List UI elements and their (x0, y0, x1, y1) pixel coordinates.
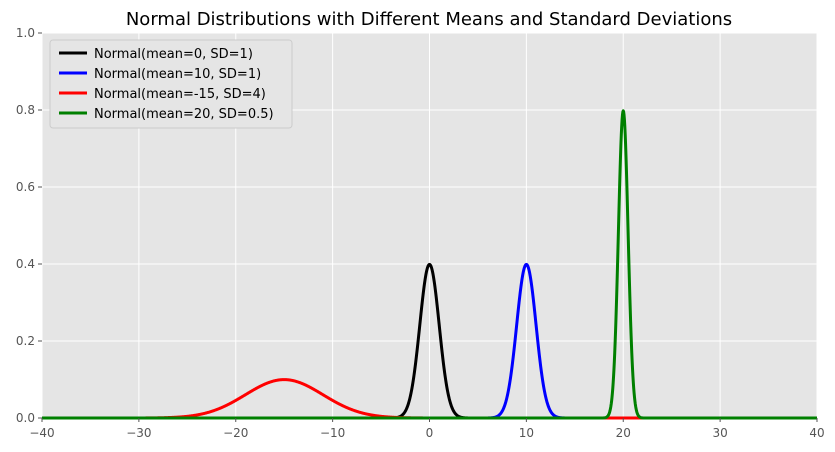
x-tick-label: 30 (712, 426, 727, 440)
legend-entry: Normal(mean=10, SD=1) (94, 67, 261, 82)
y-tick-label: 0.8 (16, 103, 35, 117)
x-tick-label: −20 (223, 426, 248, 440)
x-tick-label: −30 (126, 426, 151, 440)
x-axis: −40 −30 −20 −10 0 10 20 30 40 (29, 418, 825, 440)
x-tick-label: 40 (809, 426, 824, 440)
y-tick-label: 0.0 (16, 411, 35, 425)
y-axis: 0.0 0.2 0.4 0.6 0.8 1.0 (16, 26, 42, 425)
x-tick-label: −40 (29, 426, 54, 440)
x-tick-label: 20 (616, 426, 631, 440)
y-tick-label: 0.4 (16, 257, 35, 271)
legend-entry: Normal(mean=-15, SD=4) (94, 87, 266, 102)
y-tick-label: 1.0 (16, 26, 35, 40)
x-tick-label: −10 (320, 426, 345, 440)
legend-entry: Normal(mean=20, SD=0.5) (94, 107, 274, 122)
legend: Normal(mean=0, SD=1) Normal(mean=10, SD=1… (49, 39, 293, 129)
y-tick-label: 0.6 (16, 180, 35, 194)
chart-title: Normal Distributions with Different Mean… (126, 9, 732, 30)
legend-entry: Normal(mean=0, SD=1) (94, 47, 253, 62)
x-tick-label: 10 (519, 426, 534, 440)
y-tick-label: 0.2 (16, 334, 35, 348)
x-tick-label: 0 (426, 426, 434, 440)
legend-box (49, 39, 293, 129)
